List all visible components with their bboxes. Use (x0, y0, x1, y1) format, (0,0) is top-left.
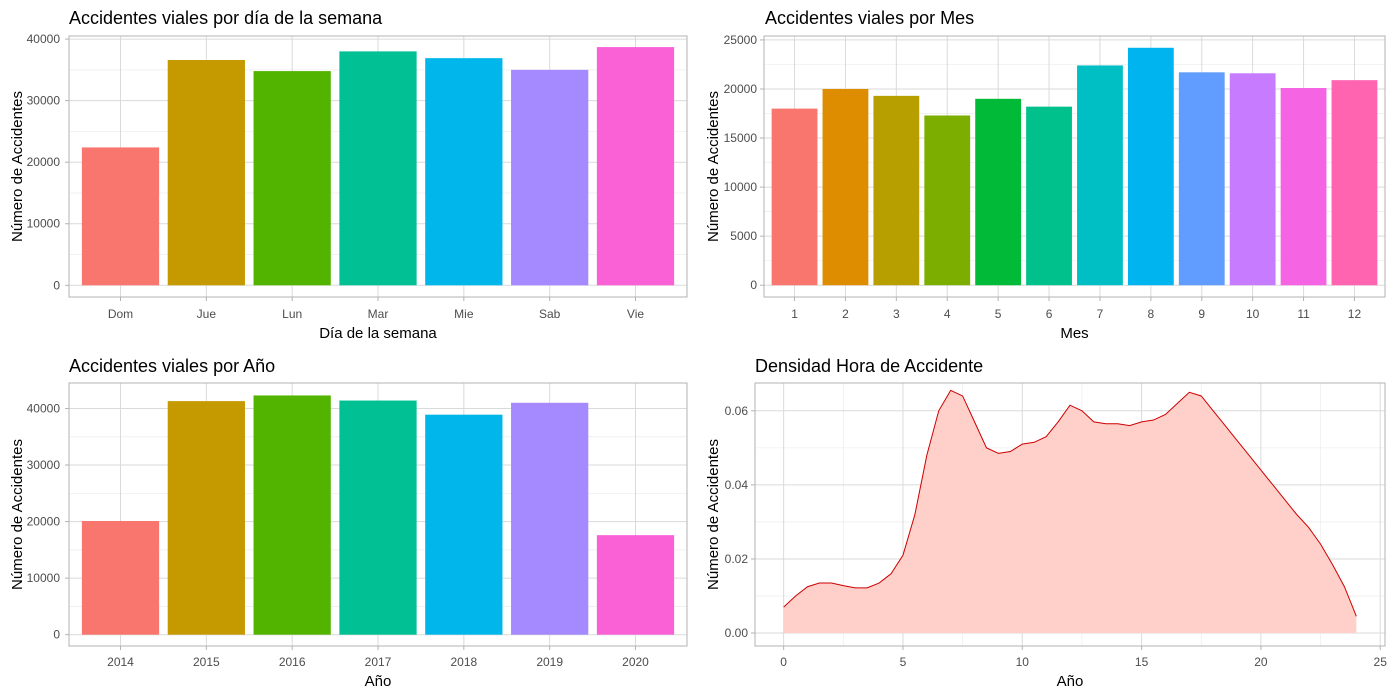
y-tick-label: 0.04 (725, 478, 749, 492)
x-axis-title: Mes (1060, 325, 1088, 342)
bar-Mar (339, 51, 417, 286)
y-axis-title: Número de Accidentes (9, 91, 26, 242)
chart-densidad-hora: 0.00 0.02 0.04 0.06 0 5 10 15 20 25 Densidad Hora … (705, 356, 1387, 690)
x-axis-title: Año (365, 673, 392, 690)
y-tick-label: 30000 (27, 94, 61, 108)
y-tick-label: 20000 (27, 155, 61, 169)
bar-2016 (253, 395, 331, 635)
bar-1 (771, 108, 818, 286)
y-tick-label: 40000 (27, 32, 61, 46)
x-tick-label: 2 (842, 307, 849, 321)
bar-Jue (167, 60, 245, 286)
density-line (783, 389, 1357, 617)
bar-2020 (596, 535, 675, 635)
y-tick-label: 25000 (724, 33, 758, 47)
chart-dia-semana: 0 10000 20000 30000 40000 Dom Jue Lun Mar Mie Sab V… (9, 8, 688, 342)
x-tick-label: 5 (900, 655, 907, 669)
bar-Mie (425, 58, 503, 286)
bar-4 (924, 115, 971, 286)
x-tick-label: 0 (780, 655, 787, 669)
y-tick-label: 5000 (730, 229, 757, 243)
x-tick-label: 2017 (365, 655, 392, 669)
y-tick-label: 0 (750, 278, 757, 292)
x-tick-label: Vie (627, 307, 644, 321)
bar-2019 (511, 402, 589, 635)
x-tick-label: 20 (1254, 655, 1268, 669)
x-tick-label: Jue (197, 307, 217, 321)
x-tick-label: 2014 (107, 655, 134, 669)
x-axis-title: Día de la semana (319, 325, 437, 342)
bar-10 (1229, 73, 1276, 286)
bar-2014 (81, 521, 160, 635)
x-tick-label: Mar (368, 307, 389, 321)
bar-Lun (253, 71, 331, 286)
y-tick-label: 20000 (27, 515, 61, 529)
bar-Sab (511, 69, 589, 286)
x-tick-label: 15 (1135, 655, 1149, 669)
x-tick-label: 4 (944, 307, 951, 321)
bar-11 (1280, 88, 1327, 286)
bar-Vie (596, 47, 675, 286)
y-tick-label: 0.02 (725, 552, 749, 566)
x-tick-label: Dom (108, 307, 133, 321)
y-tick-label: 0.06 (725, 404, 749, 418)
y-axis-title: Número de Accidentes (9, 439, 26, 590)
bar-5 (975, 98, 1022, 286)
x-tick-label: 2016 (279, 655, 306, 669)
bar-Dom (81, 147, 160, 286)
x-tick-label: Sab (539, 307, 561, 321)
x-tick-label: 2020 (622, 655, 649, 669)
x-tick-label: 1 (791, 307, 798, 321)
y-tick-label: 10000 (27, 217, 61, 231)
bar-2017 (339, 400, 417, 635)
x-tick-label: 10 (1016, 655, 1030, 669)
x-tick-label: 10 (1246, 307, 1260, 321)
x-tick-label: 7 (1097, 307, 1104, 321)
y-tick-label: 20000 (724, 82, 758, 96)
x-axis-title: Año (1057, 673, 1084, 690)
bar-12 (1331, 80, 1378, 286)
bar-2 (822, 88, 869, 286)
x-tick-label: 2018 (450, 655, 477, 669)
chart-anio: 0 10000 20000 30000 40000 2014 2015 2016 2017 201… (9, 356, 688, 690)
x-tick-label: 9 (1198, 307, 1205, 321)
y-tick-label: 15000 (724, 131, 758, 145)
x-tick-label: Mie (454, 307, 474, 321)
x-tick-label: Lun (282, 307, 302, 321)
y-tick-label: 40000 (27, 401, 61, 415)
panel-border (763, 35, 1386, 298)
chart-title: Accidentes viales por día de la semana (69, 8, 383, 28)
y-axis-title: Número de Accidentes (705, 91, 722, 242)
x-tick-label: 11 (1297, 307, 1310, 321)
bar-3 (873, 95, 920, 286)
y-tick-label: 0.00 (725, 626, 749, 640)
y-tick-label: 0 (53, 278, 60, 292)
bar-2018 (425, 414, 503, 635)
y-tick-label: 0 (53, 628, 60, 642)
chart-title: Accidentes viales por Año (69, 356, 275, 376)
x-tick-label: 2015 (193, 655, 220, 669)
bar-9 (1178, 72, 1225, 286)
y-axis-title: Número de Accidentes (705, 439, 722, 590)
x-tick-label: 8 (1148, 307, 1155, 321)
x-tick-label: 5 (995, 307, 1002, 321)
x-tick-label: 25 (1374, 655, 1388, 669)
x-tick-label: 2019 (536, 655, 563, 669)
y-tick-label: 10000 (724, 180, 758, 194)
y-tick-label: 30000 (27, 458, 61, 472)
bar-2015 (167, 401, 245, 635)
chart-title: Densidad Hora de Accidente (755, 356, 983, 376)
x-tick-label: 12 (1348, 307, 1362, 321)
x-tick-label: 3 (893, 307, 900, 321)
bar-6 (1026, 106, 1072, 286)
y-tick-label: 10000 (27, 571, 61, 585)
chart-title: Accidentes viales por Mes (765, 8, 974, 28)
x-tick-label: 6 (1046, 307, 1053, 321)
bar-7 (1077, 65, 1123, 286)
panel-border (754, 382, 1386, 647)
bar-8 (1127, 47, 1174, 286)
density-area (783, 390, 1357, 634)
